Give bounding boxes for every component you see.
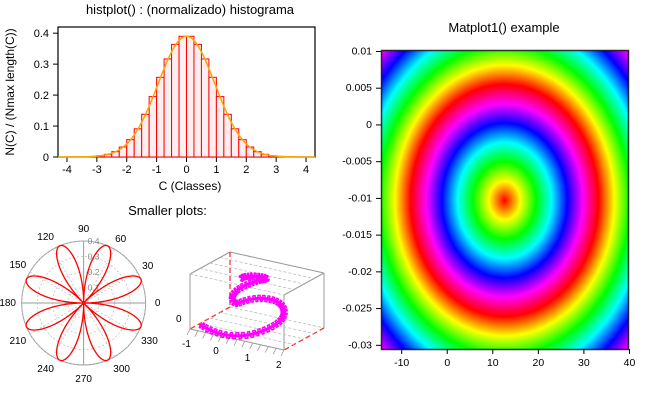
svg-text:180: 180: [0, 298, 16, 309]
svg-text:1: 1: [213, 164, 219, 176]
svg-text:40: 40: [624, 357, 636, 369]
svg-text:0.2: 0.2: [34, 90, 49, 102]
svg-text:-4: -4: [62, 164, 72, 176]
svg-text:0: 0: [366, 119, 372, 131]
svg-text:-0.02: -0.02: [348, 266, 372, 278]
svg-text:150: 150: [9, 260, 26, 271]
svg-text:0.4: 0.4: [34, 28, 49, 40]
svg-text:210: 210: [9, 336, 26, 347]
svg-text:0: 0: [444, 357, 450, 369]
svg-text:-0.03: -0.03: [348, 339, 372, 351]
svg-text:60: 60: [115, 234, 127, 245]
svg-text:0: 0: [213, 346, 219, 357]
svg-text:120: 120: [37, 232, 54, 243]
svg-text:0.3: 0.3: [34, 59, 49, 71]
svg-text:-2: -2: [122, 164, 132, 176]
svg-text:-0.005: -0.005: [342, 156, 372, 168]
svg-text:10: 10: [487, 357, 499, 369]
svg-text:300: 300: [113, 364, 130, 375]
svg-text:0.4: 0.4: [88, 236, 100, 246]
svg-text:0.005: 0.005: [346, 82, 372, 94]
svg-text:-0.015: -0.015: [342, 229, 372, 241]
svg-text:1: 1: [245, 353, 251, 364]
svg-text:3: 3: [273, 164, 279, 176]
svg-text:-0.025: -0.025: [342, 303, 372, 315]
svg-text:histplot() : (normalizado) his: histplot() : (normalizado) histograma: [86, 2, 295, 17]
svg-text:2: 2: [243, 164, 249, 176]
svg-text:Matplot1() example: Matplot1() example: [448, 20, 559, 35]
svg-text:0: 0: [43, 152, 49, 164]
svg-text:270: 270: [75, 374, 92, 385]
svg-text:C (Classes): C (Classes): [159, 179, 222, 193]
svg-text:4: 4: [303, 164, 309, 176]
svg-text:-0.01: -0.01: [348, 192, 372, 204]
svg-text:2: 2: [276, 360, 282, 371]
svg-text:0.1: 0.1: [34, 121, 49, 133]
svg-text:-3: -3: [92, 164, 102, 176]
svg-text:90: 90: [78, 224, 90, 235]
svg-text:30: 30: [578, 357, 590, 369]
svg-text:240: 240: [37, 364, 54, 375]
svg-text:0: 0: [176, 314, 182, 325]
svg-text:0.01: 0.01: [352, 45, 373, 57]
svg-text:-1: -1: [152, 164, 162, 176]
svg-text:20: 20: [533, 357, 545, 369]
svg-text:-10: -10: [394, 357, 409, 369]
svg-text:-1: -1: [182, 339, 191, 350]
svg-text:0: 0: [183, 164, 189, 176]
svg-text:N(C) / (Nmax length(C)): N(C) / (Nmax length(C)): [3, 28, 17, 155]
